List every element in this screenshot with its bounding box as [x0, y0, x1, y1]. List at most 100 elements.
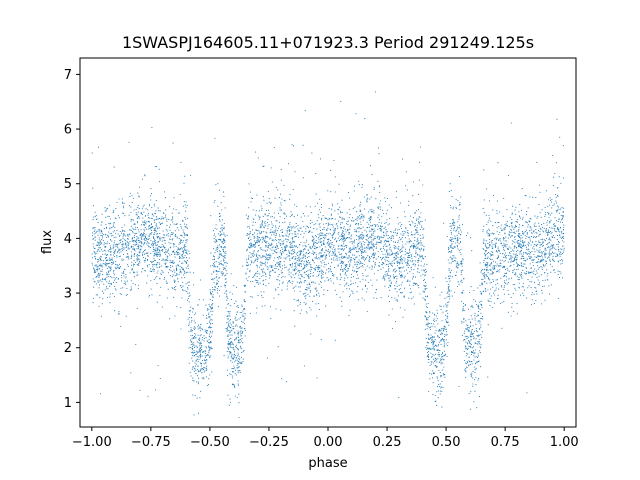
data-point [257, 280, 259, 282]
data-point [503, 286, 505, 288]
data-point [162, 246, 164, 248]
data-point [373, 256, 376, 258]
data-point [140, 229, 142, 231]
data-point [209, 347, 211, 349]
data-point [520, 238, 522, 240]
data-point [529, 240, 532, 242]
data-point [440, 343, 442, 345]
data-point [176, 222, 178, 225]
data-point [418, 254, 420, 256]
data-point [264, 221, 266, 223]
data-point [237, 342, 239, 344]
data-point [205, 362, 207, 364]
data-point [260, 291, 262, 293]
data-point [127, 248, 129, 250]
data-point [457, 237, 459, 239]
data-point [451, 257, 453, 260]
data-point [274, 230, 276, 232]
data-point [332, 236, 334, 238]
data-point [490, 263, 492, 265]
data-point [160, 273, 162, 276]
data-point [288, 268, 290, 270]
data-point [400, 284, 402, 286]
data-point [452, 225, 454, 227]
data-point [134, 248, 136, 250]
data-point [365, 258, 367, 260]
data-point [109, 227, 111, 229]
data-point [364, 229, 366, 231]
data-point [198, 371, 200, 373]
data-point [112, 248, 114, 250]
data-point [351, 234, 353, 236]
data-point [481, 273, 483, 275]
data-point [133, 260, 135, 262]
data-point [561, 237, 563, 239]
data-point [406, 280, 408, 283]
data-point [291, 144, 293, 146]
data-point [292, 237, 294, 239]
data-point [251, 242, 253, 244]
data-point [180, 240, 182, 242]
data-point [192, 380, 194, 382]
data-point [200, 368, 202, 370]
data-point [497, 222, 499, 224]
data-point [360, 228, 362, 230]
data-point [462, 307, 464, 310]
data-point [110, 235, 113, 237]
data-point [432, 354, 434, 356]
data-point [483, 169, 485, 171]
data-point [224, 285, 226, 287]
data-point [289, 223, 291, 225]
data-point [226, 299, 228, 301]
data-point [194, 351, 196, 353]
data-point [399, 270, 401, 272]
data-point [110, 248, 112, 251]
data-point [388, 286, 390, 288]
data-point [320, 255, 322, 257]
data-point [368, 223, 370, 225]
data-point [265, 285, 267, 287]
data-point [115, 281, 117, 283]
data-point [305, 263, 307, 265]
data-point [126, 241, 128, 243]
data-point [212, 279, 214, 281]
data-point [179, 260, 181, 262]
data-point [99, 265, 102, 267]
data-point [468, 360, 470, 362]
data-point [388, 244, 390, 246]
data-point [423, 258, 425, 260]
data-point [353, 257, 355, 259]
data-point [511, 261, 513, 263]
data-point [446, 334, 448, 336]
data-point [118, 217, 120, 219]
data-point [407, 259, 409, 261]
data-point [381, 225, 383, 227]
data-point [516, 230, 518, 232]
data-point [196, 397, 198, 399]
data-point [143, 232, 145, 234]
data-point [244, 317, 246, 319]
data-point [457, 265, 459, 267]
data-point [136, 258, 138, 260]
data-point [295, 256, 297, 258]
data-point [376, 279, 378, 281]
data-point [299, 271, 301, 273]
data-point [554, 172, 556, 174]
data-point [103, 244, 105, 246]
data-point [374, 253, 376, 255]
data-point [401, 275, 403, 277]
data-point [491, 242, 493, 244]
data-point [387, 240, 389, 242]
data-point [259, 255, 261, 257]
data-point [316, 294, 318, 297]
data-point [487, 324, 489, 326]
data-point [445, 303, 447, 305]
data-point [169, 254, 171, 256]
data-point [163, 239, 165, 241]
data-point [133, 235, 136, 237]
data-point [516, 266, 518, 268]
data-point [386, 197, 388, 200]
data-point [481, 331, 483, 333]
data-point [353, 261, 356, 263]
data-point [216, 287, 218, 289]
